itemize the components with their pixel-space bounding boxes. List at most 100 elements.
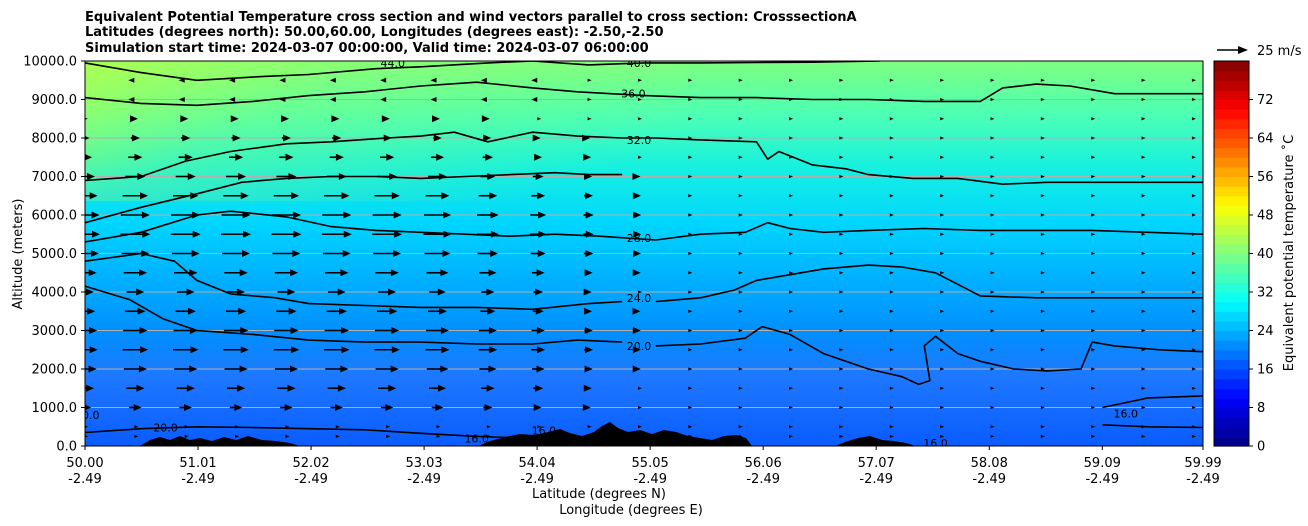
colorbar-band bbox=[1214, 320, 1249, 332]
colorbar-band bbox=[1214, 89, 1249, 101]
colorbar-band bbox=[1214, 378, 1249, 389]
wind-vector bbox=[386, 425, 391, 429]
wind-vector bbox=[480, 77, 487, 83]
wind-vector-head bbox=[633, 250, 642, 257]
wind-vector-head bbox=[391, 346, 400, 354]
colorbar-band bbox=[1214, 80, 1249, 91]
wind-vector-head bbox=[285, 153, 294, 161]
colorbar-tick-label: 56 bbox=[1257, 170, 1274, 185]
wind-vector bbox=[134, 425, 139, 429]
wind-vector-head bbox=[488, 327, 497, 334]
wind-vector-head bbox=[391, 327, 400, 334]
wind-vector-head bbox=[341, 192, 350, 200]
wind-vector bbox=[688, 328, 693, 333]
wind-vector-head bbox=[189, 365, 198, 373]
wind-vector bbox=[940, 367, 945, 371]
wind-vector-head bbox=[584, 327, 593, 334]
wind-vector bbox=[1040, 117, 1045, 121]
wind-vector-head bbox=[582, 134, 591, 142]
colorbar-tick-label: 32 bbox=[1257, 286, 1274, 301]
wind-vector bbox=[789, 174, 794, 179]
colorbar-band bbox=[1214, 61, 1249, 72]
wind-vector-head bbox=[439, 307, 448, 315]
colorbar-tick-label: 40 bbox=[1257, 247, 1274, 262]
contour-labels: 44.0 40.0 36.0 32.0 28.0 24.0 20.0 16.0 16.0 20.0… bbox=[85, 61, 1138, 450]
wind-vector bbox=[587, 78, 592, 82]
wind-vector-head bbox=[632, 307, 641, 315]
wind-vector bbox=[940, 348, 945, 352]
wind-vector bbox=[940, 97, 945, 102]
terrain-silhouette bbox=[140, 422, 916, 446]
wind-vector bbox=[688, 136, 693, 140]
wind-vector bbox=[889, 136, 894, 140]
wind-vector-head bbox=[288, 307, 297, 315]
wind-vector-head bbox=[243, 230, 252, 238]
wind-vector bbox=[990, 194, 995, 198]
wind-vector bbox=[1191, 194, 1196, 198]
wind-vector-head bbox=[536, 327, 545, 334]
wind-vector bbox=[789, 251, 794, 256]
wind-vector bbox=[1191, 213, 1196, 217]
wind-vector-head bbox=[442, 250, 451, 257]
wind-vector bbox=[1191, 117, 1196, 121]
wind-vector-head bbox=[431, 115, 440, 123]
contour-label: 16.0 bbox=[923, 437, 948, 450]
wind-vector bbox=[1040, 136, 1045, 140]
wind-vector bbox=[889, 328, 894, 333]
wind-vectors bbox=[85, 77, 1196, 438]
wind-vector bbox=[285, 434, 290, 438]
wind-vector bbox=[1040, 405, 1045, 410]
wind-vector bbox=[1191, 174, 1196, 179]
wind-vector bbox=[839, 328, 844, 333]
wind-vector bbox=[839, 271, 844, 275]
wind-vector bbox=[990, 309, 995, 313]
wind-vector bbox=[688, 174, 693, 179]
colorbar-band bbox=[1214, 186, 1249, 197]
wind-vector-head bbox=[489, 346, 498, 354]
wind-vector bbox=[178, 77, 185, 83]
wind-vector bbox=[1191, 434, 1196, 438]
wind-vector-head bbox=[585, 192, 594, 200]
wind-vector-head bbox=[338, 173, 347, 180]
wind-vector-head bbox=[91, 230, 100, 238]
colorbar-band bbox=[1214, 330, 1249, 341]
wind-vector bbox=[839, 309, 844, 313]
wind-vector-head bbox=[141, 211, 150, 219]
wind-vector bbox=[1091, 136, 1096, 140]
wind-vector-head bbox=[538, 230, 547, 238]
wind-vector-head bbox=[393, 250, 402, 257]
wind-vector bbox=[889, 78, 894, 82]
colorbar-band bbox=[1214, 243, 1249, 255]
colorbar-tick-label: 48 bbox=[1257, 209, 1274, 224]
wind-vector bbox=[688, 117, 693, 121]
wind-vector bbox=[1141, 425, 1146, 429]
wind-vector bbox=[1191, 78, 1196, 82]
x-tick-label-lon: -2.49 bbox=[972, 472, 1006, 487]
wind-vector bbox=[889, 367, 894, 371]
wind-vector-head bbox=[85, 154, 93, 161]
wind-vector-head bbox=[390, 269, 399, 277]
wind-vector bbox=[637, 155, 642, 159]
wind-vector bbox=[990, 232, 995, 236]
wind-vector bbox=[1040, 232, 1045, 236]
wind-vector-head bbox=[182, 134, 191, 142]
wind-vector bbox=[380, 77, 387, 83]
colorbar-band bbox=[1214, 426, 1249, 437]
wind-vector bbox=[889, 290, 894, 294]
contour-lines bbox=[85, 61, 1203, 441]
y-tick-label: 8000.0 bbox=[32, 132, 78, 147]
wind-vector bbox=[531, 77, 538, 83]
wind-vector bbox=[1191, 155, 1196, 159]
wind-vector bbox=[531, 97, 538, 102]
wind-vector-head bbox=[338, 307, 347, 315]
wind-vector bbox=[889, 174, 894, 179]
wind-vector bbox=[1040, 213, 1045, 217]
colorbar-band bbox=[1214, 282, 1249, 293]
x-tick-label-lon: -2.49 bbox=[633, 472, 667, 487]
wind-vector bbox=[889, 232, 894, 236]
wind-vector bbox=[940, 232, 945, 236]
y-tick-label: 7000.0 bbox=[32, 170, 78, 185]
wind-vector bbox=[335, 434, 340, 438]
wind-vector bbox=[1141, 97, 1146, 102]
wind-vector-head bbox=[386, 153, 395, 161]
